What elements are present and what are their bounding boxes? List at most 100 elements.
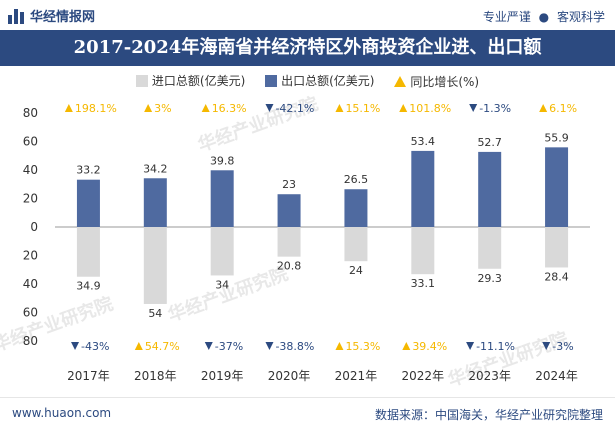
export-growth-label-text: 16.3% <box>212 102 247 115</box>
export-growth-label-text: -1.3% <box>479 102 511 115</box>
import-growth-label: -43% <box>71 340 109 353</box>
legend-export-label: 出口总额(亿美元) <box>281 74 375 88</box>
legend-import-label: 进口总额(亿美元) <box>151 74 246 88</box>
top-bar: 华经情报网 专业严谨 ● 客观科学 <box>0 0 615 30</box>
x-tick-label: 2018年 <box>134 369 177 383</box>
import-growth-label: 54.7% <box>134 340 180 353</box>
export-growth-label: 198.1% <box>64 102 117 115</box>
chart-title: 2017-2024年海南省并经济特区外商投资企业进、出口额 <box>0 30 615 66</box>
export-bar <box>478 151 502 227</box>
export-growth-label: 15.1% <box>335 102 380 115</box>
slogan-tag: 专业严谨 <box>482 10 531 24</box>
footer-source: 数据来源：中国海关，华经产业研究院整理 <box>374 408 603 422</box>
import-value-label: 24 <box>349 264 363 277</box>
import-growth-label: 39.4% <box>402 340 447 353</box>
legend-growth-label: 同比增长(%) <box>410 74 480 89</box>
import-growth-label-text: 39.4% <box>412 340 447 353</box>
export-bar <box>545 147 569 227</box>
down-triangle-icon <box>265 342 274 350</box>
down-triangle-icon <box>204 342 213 350</box>
import-bar <box>411 227 435 275</box>
brand-name: 华经情报网 <box>30 10 96 25</box>
y-tick-label: 20 <box>23 249 38 263</box>
footer: www.huaon.com 数据来源：中国海关，华经产业研究院整理 <box>0 397 615 428</box>
down-triangle-icon <box>466 342 475 350</box>
export-growth-label-text: -42.1% <box>275 102 314 115</box>
export-growth-label-text: 198.1% <box>75 102 117 115</box>
chart-canvas: 华经产业研究院华经产业研究院华经产业研究院华经产业研究院806040200204… <box>0 92 590 391</box>
import-growth-label-text: -3% <box>552 340 573 353</box>
export-value-label: 23 <box>282 178 296 191</box>
down-triangle-icon <box>71 342 80 350</box>
y-tick-label: 80 <box>23 106 38 120</box>
export-value-label: 52.7 <box>477 136 502 149</box>
import-bar <box>76 227 100 277</box>
up-triangle-icon <box>134 342 143 350</box>
import-value-label: 54 <box>148 307 162 320</box>
import-growth-label-text: -38.8% <box>275 340 314 353</box>
export-value-label: 33.2 <box>76 164 101 177</box>
x-tick-label: 2020年 <box>268 369 311 383</box>
import-value-label: 34 <box>215 278 229 291</box>
down-triangle-icon <box>469 104 478 112</box>
y-tick-label: 80 <box>23 334 38 348</box>
legend-import: 进口总额(亿美元) <box>135 72 246 89</box>
export-growth-label-text: 101.8% <box>409 102 451 115</box>
import-value-label: 20.8 <box>277 260 302 273</box>
import-bar <box>545 227 569 268</box>
bar-chart-logo-icon <box>8 8 24 24</box>
import-growth-label: -11.1% <box>466 340 515 353</box>
up-triangle-icon <box>402 342 411 350</box>
up-triangle-icon <box>335 342 344 350</box>
export-growth-label-text: 6.1% <box>549 102 577 115</box>
y-tick-label: 60 <box>23 135 38 149</box>
import-growth-label: -3% <box>542 340 574 353</box>
slogan-tag: 客观科学 <box>556 10 605 24</box>
x-tick-label: 2023年 <box>468 369 511 383</box>
import-growth-label-text: 15.3% <box>345 340 380 353</box>
export-bar <box>411 150 435 227</box>
export-growth-label: -1.3% <box>469 102 511 115</box>
import-growth-label-text: -11.1% <box>476 340 515 353</box>
import-value-label: 29.3 <box>477 272 502 285</box>
up-triangle-icon <box>539 104 548 112</box>
import-growth-label-text: 54.7% <box>145 340 180 353</box>
y-tick-label: 40 <box>23 163 38 177</box>
legend-growth: 同比增长(%) <box>394 73 479 90</box>
export-growth-label: 101.8% <box>399 102 451 115</box>
chart-legend: 进口总额(亿美元) 出口总额(亿美元) 同比增长(%) <box>0 72 615 90</box>
import-bar <box>210 227 234 276</box>
legend-import-swatch <box>135 74 148 87</box>
up-triangle-icon <box>64 104 73 112</box>
export-value-label: 26.5 <box>344 173 369 186</box>
export-bar <box>277 194 301 227</box>
y-tick-label: 20 <box>23 192 38 206</box>
up-triangle-icon <box>335 104 344 112</box>
footer-url[interactable]: www.huaon.com <box>12 406 112 420</box>
export-value-label: 53.4 <box>411 135 436 148</box>
export-bar <box>210 170 234 227</box>
import-bar <box>478 227 502 269</box>
slogan-tags: 专业严谨 ● 客观科学 <box>483 8 605 25</box>
import-value-label: 33.1 <box>411 277 436 290</box>
export-bar <box>344 189 368 227</box>
import-growth-label-text: -43% <box>81 340 109 353</box>
export-value-label: 34.2 <box>143 162 168 175</box>
down-triangle-icon <box>542 342 551 350</box>
import-value-label: 34.9 <box>76 280 101 293</box>
bullet-icon: ● <box>538 10 550 24</box>
x-tick-label: 2019年 <box>201 369 244 383</box>
up-triangle-icon <box>201 104 210 112</box>
export-growth-label: 6.1% <box>539 102 577 115</box>
y-tick-label: 60 <box>23 306 38 320</box>
export-growth-label-text: 3% <box>154 102 171 115</box>
export-growth-label: 3% <box>144 102 172 115</box>
export-growth-label-text: 15.1% <box>345 102 380 115</box>
legend-growth-triangle-icon <box>394 75 407 87</box>
brand[interactable]: 华经情报网 <box>8 6 95 25</box>
legend-export-swatch <box>265 74 278 87</box>
x-tick-label: 2017年 <box>67 369 110 383</box>
export-bar <box>143 178 167 227</box>
x-tick-label: 2024年 <box>535 369 578 383</box>
import-growth-label-text: -37% <box>215 340 243 353</box>
